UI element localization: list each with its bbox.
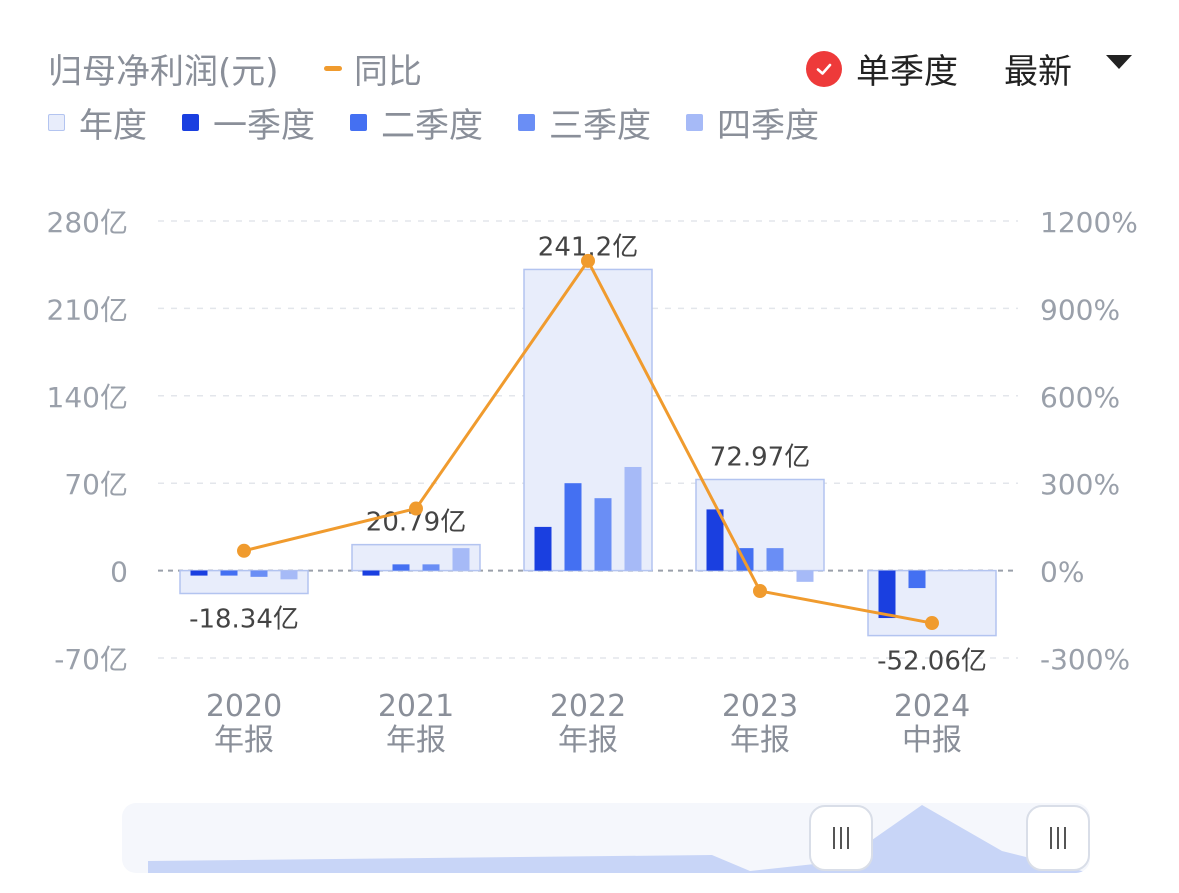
x-tick-label-period: 年报 [730, 723, 790, 758]
yoy-point [237, 543, 251, 558]
y-left-tick-label: 70亿 [64, 468, 128, 501]
annual-data-label: -18.34亿 [189, 604, 299, 634]
y-right-tick-label: 600% [1040, 381, 1120, 414]
quarter-bar [280, 570, 298, 580]
yoy-point [753, 583, 767, 598]
quarter-bar [534, 526, 552, 571]
legend-swatch [350, 114, 367, 131]
range-slider[interactable] [122, 803, 1090, 873]
y-left-tick-label: 210亿 [47, 293, 128, 326]
quarter-bar [878, 570, 896, 619]
chart-title: 归母净利润(元) [48, 52, 279, 92]
profit-chart: 280亿 210亿 140亿 70亿 0 -70亿 1200% 900% 600% 300% 0% -… [47, 206, 1138, 758]
x-tick-label-period: 年报 [214, 723, 274, 758]
quarter-bar [392, 564, 410, 571]
yoy-label: 同比 [354, 52, 422, 92]
legend-label: 三季度 [549, 106, 651, 146]
slider-preview-area [148, 805, 1090, 873]
legend-item-q2[interactable]: 二季度 [350, 98, 483, 147]
x-tick-label-year: 2024 [894, 689, 970, 724]
quarter-bar [766, 548, 784, 571]
quarter-bar [220, 570, 238, 576]
slider-left-handle[interactable] [809, 805, 874, 871]
x-tick-label-period: 年报 [386, 723, 446, 758]
legend-swatch [686, 114, 703, 131]
quarter-bar [362, 570, 380, 576]
y-left-tick-label: -70亿 [54, 643, 128, 676]
quarter-bar [250, 570, 268, 577]
legend-label: 四季度 [717, 106, 819, 146]
yoy-legend: 同比 [324, 44, 422, 93]
quarter-bar [796, 570, 814, 582]
annual-data-label: -52.06亿 [877, 647, 987, 677]
x-tick-label-year: 2022 [550, 689, 626, 724]
y-left-tick-label: 280亿 [47, 206, 128, 239]
legend-swatch [182, 114, 199, 131]
quarter-bar [594, 498, 612, 571]
yoy-line-swatch [324, 66, 342, 71]
period-dropdown-label: 最新 [1004, 52, 1072, 92]
single-quarter-label: 单季度 [856, 52, 958, 92]
y-right-tick-label: 1200% [1040, 206, 1138, 239]
x-tick-label-period: 中报 [902, 723, 962, 758]
caret-down-icon [1106, 54, 1132, 69]
yoy-point [925, 616, 939, 631]
legend-label: 一季度 [213, 106, 315, 146]
annual-data-label: 72.97亿 [710, 442, 810, 472]
annual-bar [179, 569, 309, 595]
yoy-point [409, 501, 423, 516]
quarter-bar [564, 483, 582, 571]
chart-legend: 年度 一季度 二季度 三季度 四季度 [48, 98, 854, 147]
legend-item-q4[interactable]: 四季度 [686, 98, 819, 147]
legend-label: 二季度 [381, 106, 483, 146]
legend-item-q1[interactable]: 一季度 [182, 98, 315, 147]
yoy-point [581, 253, 595, 268]
y-left-tick-label: 140亿 [47, 381, 128, 414]
y-right-tick-label: 300% [1040, 468, 1120, 501]
quarter-bar [624, 466, 642, 571]
quarter-bar [452, 548, 470, 571]
slider-preview [148, 805, 1090, 873]
y-right-tick-label: 900% [1040, 293, 1120, 326]
x-tick-label-period: 年报 [558, 723, 618, 758]
x-tick-label-year: 2020 [206, 689, 282, 724]
legend-item-q3[interactable]: 三季度 [518, 98, 651, 147]
single-quarter-toggle[interactable]: 单季度 [806, 44, 958, 93]
x-tick-label-year: 2021 [378, 689, 454, 724]
legend-item-annual[interactable]: 年度 [48, 98, 147, 147]
y-left-tick-label: 0 [110, 556, 128, 589]
x-tick-label-year: 2023 [722, 689, 798, 724]
legend-swatch [48, 114, 65, 131]
check-icon [806, 50, 842, 87]
y-right-tick-label: -300% [1040, 643, 1130, 676]
legend-swatch [518, 114, 535, 131]
y-right-tick-label: 0% [1040, 556, 1084, 589]
legend-label: 年度 [79, 106, 147, 146]
quarter-bar [908, 570, 926, 589]
slider-right-handle[interactable] [1026, 805, 1090, 871]
period-dropdown[interactable]: 最新 [1004, 44, 1132, 93]
quarter-bar [706, 509, 724, 571]
quarter-bar [422, 564, 440, 571]
quarter-bar [190, 570, 208, 576]
